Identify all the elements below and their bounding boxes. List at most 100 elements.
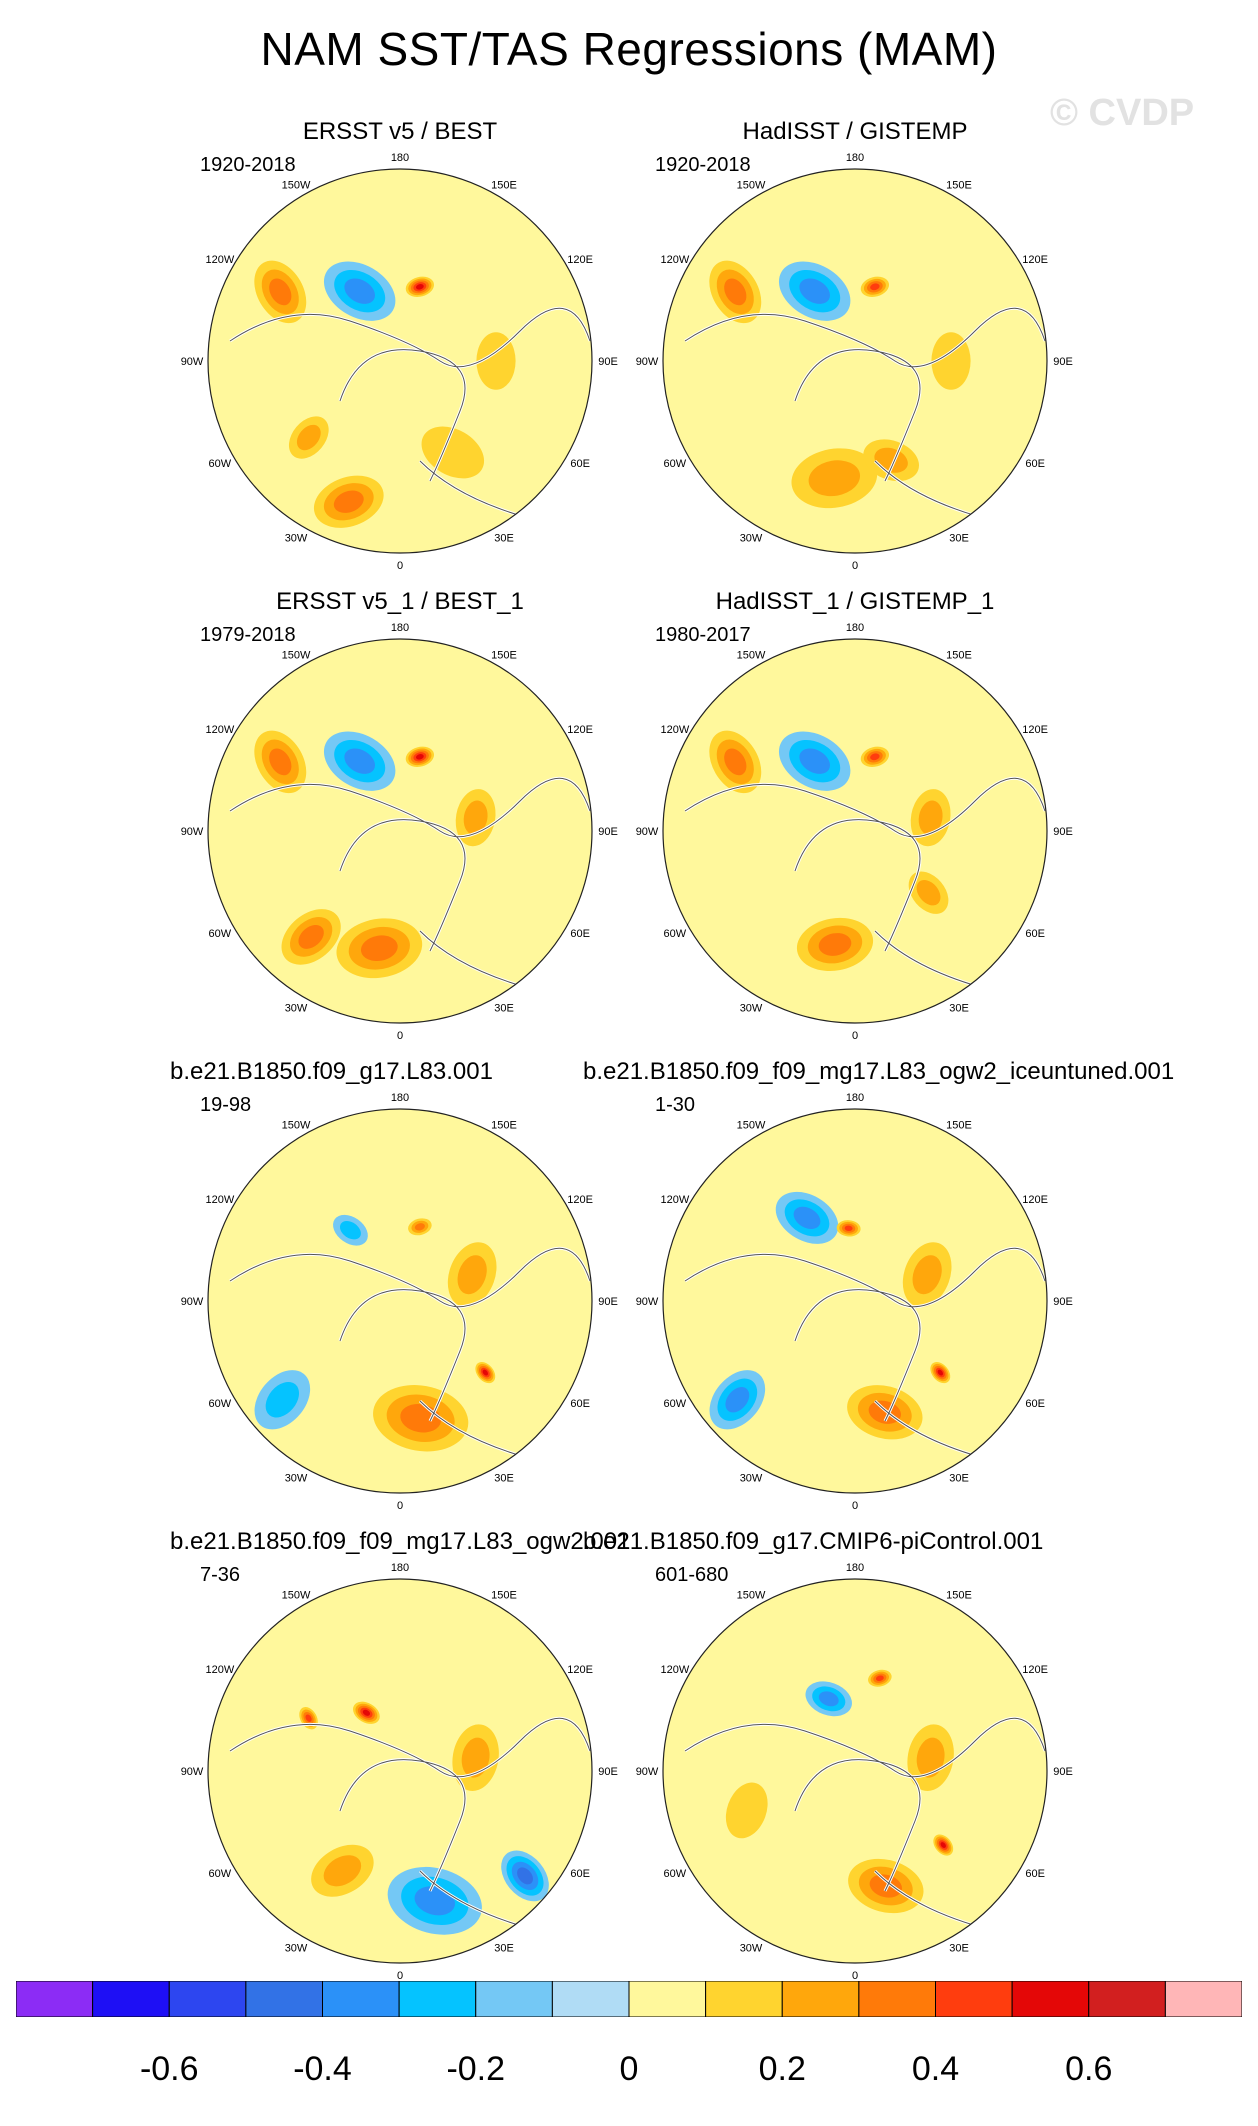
anomaly-contour — [265, 1381, 300, 1418]
longitude-label: 150W — [737, 179, 766, 191]
map-background — [663, 639, 1047, 1023]
colorbar-tick-label: -0.4 — [293, 2050, 352, 2088]
longitude-label: 0 — [852, 1500, 858, 1512]
longitude-label: 90E — [598, 1296, 618, 1308]
map-border — [662, 1108, 1048, 1494]
longitude-label: 90W — [181, 1296, 204, 1308]
longitude-label: 0 — [397, 1030, 403, 1042]
anomaly-contour — [416, 284, 424, 290]
panel-years: 1920-2018 — [655, 154, 751, 176]
longitude-label: 180 — [391, 1562, 409, 1574]
map-background — [663, 1579, 1047, 1963]
anomaly-contour — [844, 1225, 853, 1232]
anomaly-contour — [416, 754, 424, 760]
longitude-label: 180 — [846, 622, 864, 634]
anomaly-contour — [360, 935, 398, 962]
longitude-label: 120W — [205, 724, 234, 736]
colorbar-swatch — [935, 1981, 1013, 2017]
polar-map: 180 150E 120E 90E 60E 30E 0 30W 60W 90W 120W 150W — [636, 1092, 1073, 1512]
longitude-label: 150W — [282, 1589, 311, 1601]
longitude-label: 0 — [397, 560, 403, 572]
polar-map: 180 150E 120E 90E 60E 30E 0 30W 60W 90W 120W 150W — [181, 1092, 618, 1512]
longitude-label: 30W — [285, 1473, 308, 1485]
anomaly-contour — [517, 1867, 533, 1885]
longitude-label: 30W — [740, 1943, 763, 1955]
longitude-label: 30E — [494, 1003, 514, 1015]
map-border — [662, 168, 1048, 554]
longitude-label: 120W — [660, 254, 689, 266]
map-panel: b.e21.B1850.f09_f09_mg17.L83_ogw2_iceunt… — [583, 1058, 1175, 1528]
longitude-label: 90E — [1053, 826, 1073, 838]
anomaly-contour — [344, 748, 375, 774]
longitude-label: 60E — [1025, 458, 1045, 470]
longitude-label: 60W — [664, 928, 687, 940]
longitude-label: 150E — [491, 1119, 517, 1131]
longitude-label: 90W — [636, 1296, 659, 1308]
panel-years: 7-36 — [200, 1564, 241, 1586]
colorbar-swatch — [16, 1981, 94, 2017]
anomaly-contour — [724, 748, 747, 776]
longitude-label: 120E — [1022, 1664, 1048, 1676]
colorbar-swatch — [168, 1981, 247, 2017]
anomaly-contour — [793, 1206, 821, 1229]
longitude-label: 150W — [282, 179, 311, 191]
longitude-label: 30E — [949, 1003, 969, 1015]
panel-title: ERSST v5 / BEST — [302, 118, 498, 145]
longitude-label: 30E — [949, 1473, 969, 1485]
longitude-label: 30W — [740, 1473, 763, 1485]
colorbar — [16, 1981, 1242, 2017]
longitude-label: 120E — [1022, 1194, 1048, 1206]
panel-title: HadISST_1 / GISTEMP_1 — [715, 588, 995, 615]
longitude-label: 0 — [852, 1030, 858, 1042]
anomaly-contour — [725, 1782, 768, 1839]
longitude-label: 90W — [636, 356, 659, 368]
longitude-label: 60E — [570, 1398, 590, 1410]
colorbar-tick-label: 0.4 — [911, 2050, 960, 2088]
anomaly-contour — [269, 278, 292, 306]
longitude-label: 90W — [181, 356, 204, 368]
longitude-label: 150E — [946, 1119, 972, 1131]
longitude-label: 120E — [1022, 724, 1048, 736]
longitude-label: 120E — [567, 1194, 593, 1206]
anomaly-contour — [344, 278, 375, 304]
longitude-label: 90E — [1053, 1296, 1073, 1308]
map-panel: ERSST v5_1 / BEST_1 1979-2018 180 150E 120E 9… — [181, 588, 720, 1058]
longitude-label: 60W — [664, 1398, 687, 1410]
anomaly-contour — [870, 753, 880, 761]
longitude-label: 120E — [567, 724, 593, 736]
longitude-label: 150E — [491, 179, 517, 191]
colorbar-swatch — [858, 1981, 936, 2017]
anomaly-contour — [476, 332, 516, 390]
longitude-label: 60E — [570, 928, 590, 940]
colorbar-tick-label: 0.6 — [1065, 2050, 1113, 2088]
longitude-label: 60E — [1025, 928, 1045, 940]
anomaly-contour — [457, 1255, 487, 1295]
longitude-label: 0 — [397, 1500, 403, 1512]
colorbar-tick-label: 0.2 — [758, 2050, 806, 2088]
anomaly-contour — [362, 1709, 371, 1716]
anomaly-contour — [818, 1691, 839, 1707]
map-border — [662, 1578, 1048, 1964]
panel-years: 19-98 — [200, 1094, 252, 1116]
colorbar-tick-label: -0.2 — [446, 2050, 506, 2088]
anomaly-contour — [875, 1675, 884, 1682]
longitude-label: 90E — [598, 826, 618, 838]
longitude-label: 120E — [1022, 254, 1048, 266]
longitude-label: 90W — [636, 1766, 659, 1778]
longitude-label: 60W — [664, 458, 687, 470]
panel-title: b.e21.B1850.f09_g17.CMIP6-piControl.001 — [583, 1528, 1044, 1555]
longitude-label: 180 — [391, 1092, 409, 1104]
longitude-label: 90E — [1053, 356, 1073, 368]
colorbar-swatch — [1011, 1981, 1090, 2017]
panel-title: b.e21.B1850.f09_f09_mg17.L83_ogw2_iceunt… — [583, 1058, 1175, 1085]
colorbar-swatch — [551, 1981, 630, 2017]
map-panel: b.e21.B1850.f09_f09_mg17.L83_ogw2.001 7-3… — [170, 1528, 720, 1998]
longitude-label: 90E — [1053, 1766, 1073, 1778]
panel-years: 601-680 — [655, 1564, 729, 1586]
map-panel: HadISST_1 / GISTEMP_1 1980-2017 180 150E 120… — [636, 588, 1175, 1058]
colorbar-swatch — [1164, 1981, 1242, 2017]
anomaly-contour — [940, 1842, 946, 1848]
anomaly-contour — [725, 1387, 750, 1413]
longitude-label: 30E — [494, 1473, 514, 1485]
map-border — [662, 638, 1048, 1024]
